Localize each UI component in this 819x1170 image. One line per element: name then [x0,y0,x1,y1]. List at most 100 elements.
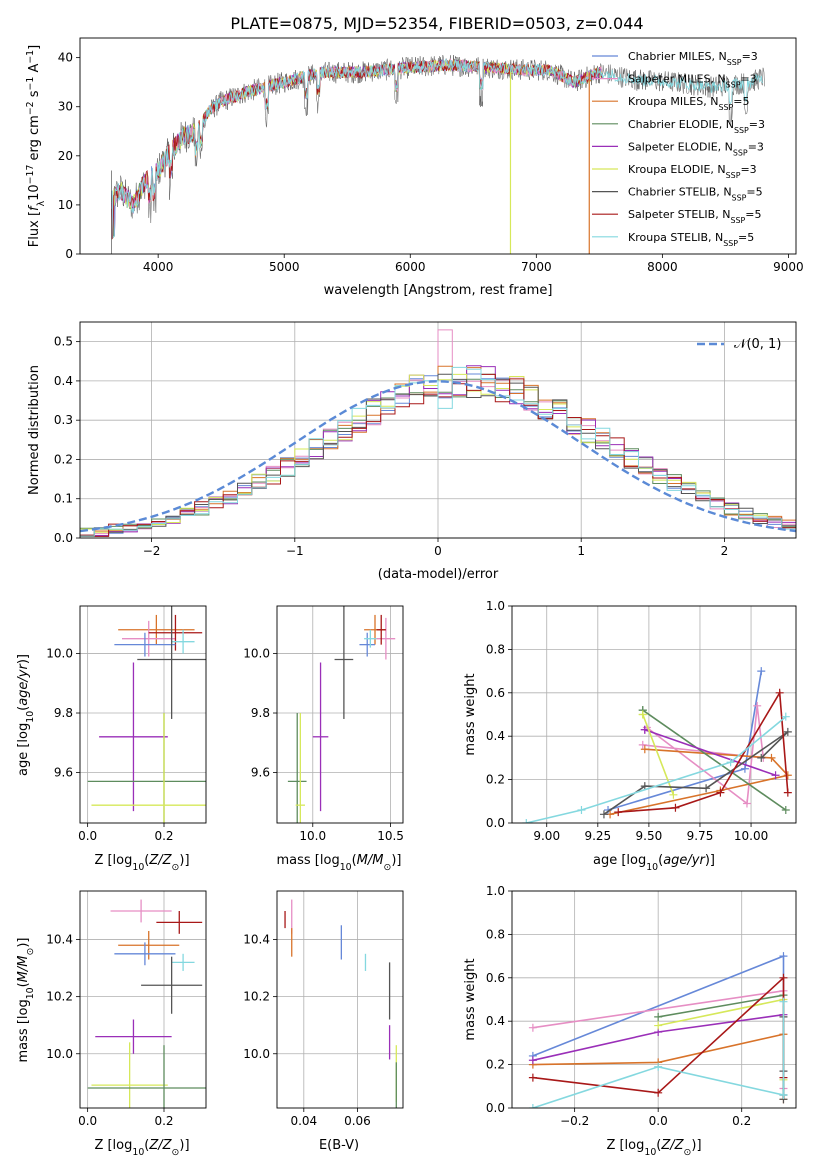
x-axis-label: mass [log10(M/M⊙)] [277,853,402,873]
weight-line [658,994,785,1095]
y-tick-label: 9.8 [251,706,270,720]
x-tick-label: 0.2 [154,829,173,843]
normal-curve [80,380,796,533]
x-tick-label: 0.2 [732,1114,751,1128]
weight-marker [783,727,792,736]
y-tick-label: 0.6 [486,971,505,985]
weight-marker [654,1012,663,1021]
x-axis-label: wavelength [Angstrom, rest frame] [324,283,553,298]
weight-marker [702,784,711,793]
x-tick-label: 0.06 [344,1114,371,1128]
frame-age_vs_Z [79,605,207,824]
weight-marker [577,805,586,814]
weight-marker [726,758,735,767]
axes-mass_vs_EBV: 0.04 0.06 10.0 10.2 10.4 [243,891,403,1128]
frame-mass_vs_EBV [276,890,404,1109]
weight-marker [522,819,531,823]
y-tick-label: 0.6 [486,686,505,700]
y-axis-label: Normed distribution [27,365,42,495]
y-tick-label: 0.4 [54,374,73,388]
axes-mass_weight_vs_age: 9.00 9.25 9.50 9.75 10.00 0.0 0.2 0.4 0.6 0.8 1.0 [486,599,796,843]
weight-marker [767,753,776,762]
weight-line [526,716,787,823]
frame-residual_distribution [79,321,797,539]
legend-label: Chabrier MILES, NSSP=3 [628,50,758,67]
weight-marker [614,808,623,817]
weight-marker [654,1062,663,1071]
weight-marker [757,753,766,762]
y-tick-label: 0.3 [54,413,73,427]
spectrum-line [111,57,602,240]
y-tick-label: 10.2 [46,990,73,1004]
x-tick-label: 0 [434,544,442,558]
y-tick-label: 10 [58,198,73,212]
legend: Chabrier MILES, NSSP=3 Salpeter MILES, NS… [592,50,765,247]
y-axis-label: mass weight [463,673,478,755]
y-tick-label: 10.4 [46,933,73,947]
y-tick-label: 0.0 [486,816,505,830]
weight-marker [779,1090,788,1099]
x-tick-label: 9.25 [584,829,611,843]
y-tick-label: 10.0 [46,647,73,661]
frame-spectrum [79,37,797,255]
weight-marker [771,771,780,780]
y-tick-label: 10.0 [243,647,270,661]
weight-marker [757,667,766,676]
spectrum-lines [111,54,765,254]
y-tick-label: 0.2 [486,773,505,787]
spectrum-line [111,59,602,240]
spectrum-line [111,58,764,239]
errorbars [284,899,397,1108]
y-axis-label: age [log10(age/yr)] [16,654,36,776]
histogram-step [80,366,796,538]
y-tick-label: 10.2 [243,990,270,1004]
weight-marker [528,1023,537,1032]
spectrum-line [111,59,602,240]
y-tick-label: 10.0 [243,1047,270,1061]
spectrum-line [111,59,602,239]
weight-marker [654,1088,663,1097]
legend-label: Kroupa MILES, NSSP=5 [628,95,749,112]
weight-line [607,670,763,811]
x-tick-label: 9.50 [636,829,663,843]
weight-marker [742,799,751,808]
y-axis-label: mass [log10(M/M⊙)] [16,938,36,1063]
y-tick-label: 0.0 [486,1101,505,1115]
frame-mass_weight_vs_Z [511,890,797,1109]
weight-marker [671,803,680,812]
y-tick-label: 1.0 [486,599,505,613]
legend-label: 𝒩(0, 1) [734,337,781,352]
legend-label: Chabrier STELIB, NSSP=5 [628,186,763,203]
x-tick-label: 0.2 [154,1114,173,1128]
errorbars [87,899,206,1108]
x-tick-label: 4000 [143,260,174,274]
y-tick-label: 1.0 [486,884,505,898]
y-tick-label: 0.4 [486,1014,505,1028]
y-tick-label: 0.4 [486,729,505,743]
x-tick-label: 9.75 [687,829,714,843]
errorbars [87,606,206,823]
weight-lines [522,667,792,823]
x-tick-label: −2 [143,544,161,558]
weight-marker [528,1073,537,1082]
x-tick-label: 0.0 [78,1114,97,1128]
weight-marker [783,788,792,797]
x-tick-label: 0.0 [78,829,97,843]
weight-marker [740,764,749,773]
weight-marker [599,810,608,819]
x-tick-label: 10.0 [299,829,326,843]
y-tick-label: 0.2 [54,452,73,466]
y-tick-label: 10.0 [46,1047,73,1061]
legend-label: Kroupa ELODIE, NSSP=3 [628,163,757,180]
x-axis-label: Z [log10(Z/Z⊙)] [94,1138,189,1158]
y-tick-label: 9.8 [54,706,73,720]
errorbars [287,606,396,823]
y-tick-label: 0.5 [54,335,73,349]
x-tick-label: 9.00 [533,829,560,843]
y-axis-label: Flux [fλ10−17 erg cm−2 s−1 A−1] [25,45,47,247]
weight-lines [528,952,788,1108]
y-tick-label: 0 [65,247,73,261]
x-tick-label: −0.2 [560,1114,589,1128]
x-tick-label: 1 [577,544,585,558]
